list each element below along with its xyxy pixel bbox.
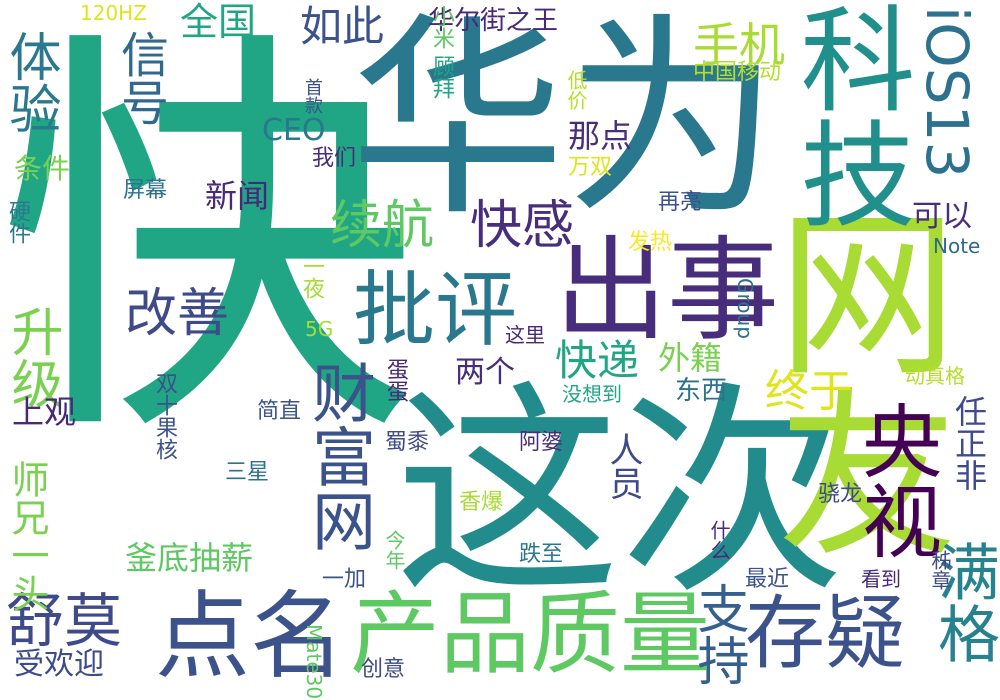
word: 这次 <box>395 363 845 625</box>
word: 万双 <box>568 155 613 180</box>
word: 一夜 <box>299 255 324 299</box>
word: 可以 <box>912 199 972 234</box>
word: 我们 <box>312 146 357 171</box>
word: 小米 <box>429 5 454 49</box>
word: 香爆 <box>459 490 504 515</box>
word: 5G <box>305 317 334 341</box>
word: 看到 <box>861 567 901 591</box>
word: 中国移动 <box>693 60 782 85</box>
word: 快感 <box>470 196 575 256</box>
word: 改善 <box>125 284 230 344</box>
word: 屏幕 <box>123 178 168 203</box>
word: 全国 <box>180 0 257 44</box>
word: CEO <box>262 113 326 148</box>
word: 今年 <box>382 530 406 570</box>
word: 东西 <box>675 376 728 406</box>
word: 动真格 <box>905 364 965 388</box>
word: 舒莫 <box>6 587 123 655</box>
word: 一加 <box>322 567 367 592</box>
word: 产品质量 <box>350 582 710 687</box>
word: 两个 <box>455 355 515 390</box>
word: 存疑 <box>745 587 905 680</box>
word: 蛋蛋 <box>383 358 408 402</box>
word: 支持 <box>688 582 748 686</box>
word: 最近 <box>745 567 790 592</box>
word: Mate30 <box>302 624 326 700</box>
word: 发热 <box>628 230 673 255</box>
word: 新闻 <box>205 177 270 215</box>
word: 财富网 <box>301 360 375 552</box>
word: 任正非 <box>950 395 988 491</box>
word: 升级 <box>2 305 62 409</box>
word: 硬件 <box>5 200 30 244</box>
word: 网友 <box>746 200 955 560</box>
word: 体验 <box>0 30 60 134</box>
word: 人员 <box>603 432 643 500</box>
word: 三星 <box>225 460 270 485</box>
word: 科技 <box>781 0 915 230</box>
word: 条件 <box>14 152 71 185</box>
word: 什么 <box>707 520 731 560</box>
word: 骁龙 <box>818 482 863 507</box>
word: 阿婆 <box>519 430 564 455</box>
word: 批评 <box>353 263 518 358</box>
word: 续航 <box>330 196 435 256</box>
word: 上观 <box>12 393 77 431</box>
word: 低价 <box>564 70 588 110</box>
word: 120HZ <box>80 1 147 25</box>
word: 如此 <box>300 2 385 51</box>
word: 外籍 <box>658 339 723 377</box>
word: 手机 <box>693 18 785 72</box>
word: 满格 <box>927 540 1000 664</box>
word: 简直 <box>257 399 302 424</box>
word: 再亮 <box>658 190 703 215</box>
word: 跌至 <box>519 542 564 567</box>
word: Group <box>733 278 757 339</box>
word: 创意 <box>361 657 406 682</box>
word: 华尔街之王 <box>428 6 559 36</box>
word: Note <box>933 234 981 258</box>
word: 出事 <box>555 226 779 356</box>
word: 秭章 <box>928 550 952 590</box>
word: 快递 <box>555 336 640 385</box>
word: 没想到 <box>562 382 622 406</box>
word: 这里 <box>505 323 545 347</box>
word: 釜底抽薪 <box>125 539 254 577</box>
word: 蜀黍 <box>385 430 430 455</box>
word: 双十果核 <box>152 372 177 460</box>
word: 央视 <box>849 400 942 560</box>
word: 顾拜 <box>429 55 454 99</box>
word: 受欢迎 <box>14 647 104 682</box>
word: 点名 <box>155 582 346 692</box>
word: 那点 <box>568 117 633 155</box>
word: 快 <box>0 0 418 488</box>
word: 师兄一头 <box>5 460 49 612</box>
word: iOS13 <box>913 6 981 179</box>
word: 华为 <box>350 0 780 245</box>
word: 终于 <box>765 366 853 417</box>
word: 信号 <box>112 30 168 126</box>
word: 首款 <box>302 78 323 114</box>
